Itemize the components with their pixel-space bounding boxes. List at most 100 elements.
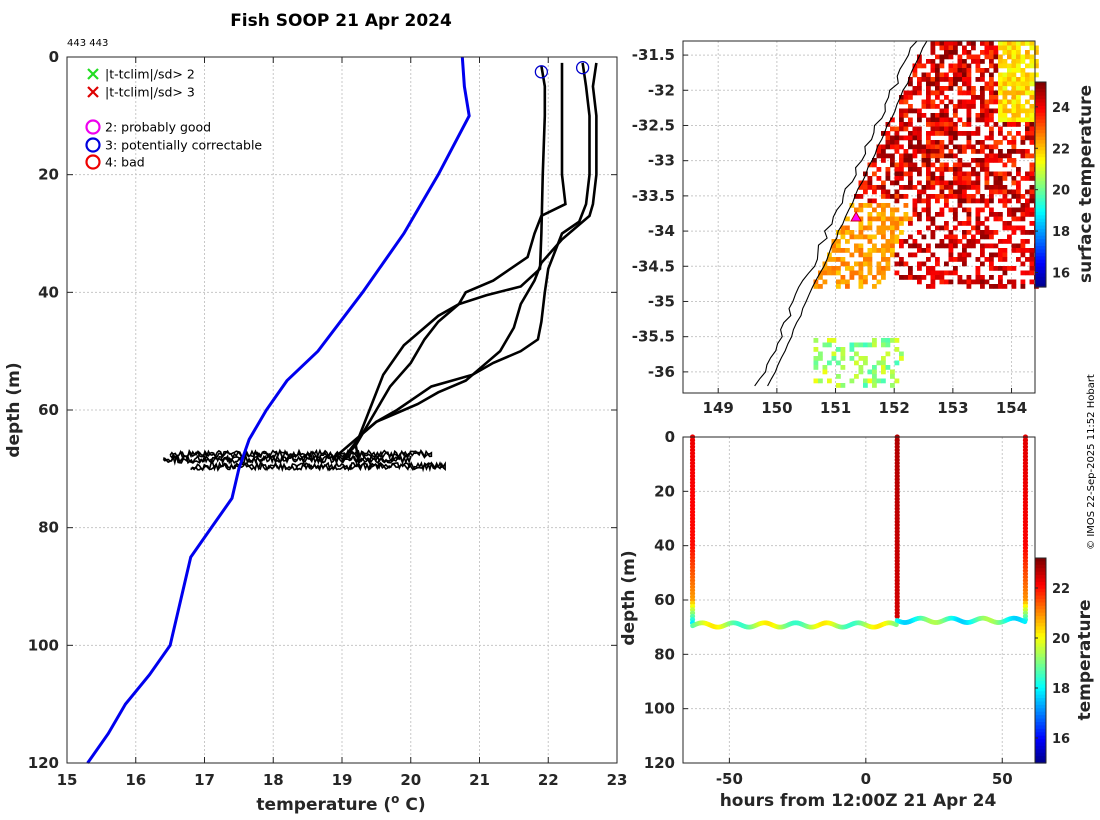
sst-pixel (1007, 45, 1012, 51)
sst-pixel (894, 221, 900, 226)
sst-pixel (966, 113, 972, 118)
sst-pixel (962, 248, 967, 253)
sst-pixel (1020, 108, 1026, 114)
sst-pixel (885, 338, 891, 343)
sst-pixel (939, 122, 945, 127)
sst-pixel (948, 63, 954, 69)
sst-pixel (908, 81, 913, 87)
sst-pixel (912, 131, 918, 136)
sst-pixel (989, 185, 994, 190)
colorbar-swatch (1035, 592, 1046, 597)
sst-pixel (944, 270, 949, 276)
sst-pixel (908, 252, 913, 258)
sst-pixel (858, 207, 864, 213)
sst-pixel (917, 113, 922, 118)
map-lat-tick-label: -34.5 (632, 257, 675, 275)
sst-pixel (966, 41, 972, 46)
sst-pixel (885, 342, 891, 348)
sst-pixel (939, 243, 945, 249)
sst-pixel (953, 126, 958, 132)
sst-pixel (948, 194, 954, 199)
sst-pixel (885, 203, 891, 208)
sst-pixel (908, 266, 913, 271)
sst-pixel (953, 176, 958, 181)
sst-pixel (935, 176, 940, 181)
map-lat-tick-label: -32.5 (632, 116, 675, 134)
sst-pixel (989, 230, 994, 235)
sst-pixel (993, 68, 999, 73)
sst-pixel (1016, 167, 1021, 172)
sst-pixel (957, 176, 963, 181)
colorbar-swatch (1035, 246, 1046, 251)
sst-pixel (957, 279, 963, 285)
sst-pixel (962, 189, 967, 195)
sst-pixel (962, 198, 967, 204)
x-tick-label: 18 (263, 771, 284, 789)
sst-pixel (1020, 72, 1026, 78)
sst-pixel (930, 266, 936, 271)
ship-marker (850, 210, 862, 222)
sst-pixel (863, 275, 868, 280)
colorbar-swatch (1035, 82, 1046, 87)
sst-pixel (993, 189, 999, 195)
sst-pixel (912, 185, 918, 190)
sst-pixel (962, 257, 967, 262)
sst-pixel (989, 63, 994, 69)
sst-pixel (908, 140, 913, 145)
sst-pixel (953, 113, 958, 118)
sst-pixel (831, 356, 837, 361)
sst-pixel (939, 54, 945, 60)
colorbar-swatch (1035, 568, 1046, 573)
sst-pixel (903, 99, 909, 105)
sst-pixel (881, 369, 886, 375)
sst-pixel (921, 77, 927, 82)
sst-pixel (1020, 243, 1026, 249)
sst-pixel (998, 239, 1003, 244)
sst-pixel (944, 72, 949, 78)
colorbar-swatch (1035, 564, 1046, 569)
sst-pixel (921, 248, 927, 253)
sst-pixel (849, 230, 855, 235)
sst-pixel (975, 270, 981, 276)
sst-pixel (912, 207, 918, 213)
sst-pixel (899, 221, 904, 226)
sst-pixel (836, 360, 841, 366)
sst-pixel (1011, 77, 1017, 82)
sst-pixel (930, 162, 936, 168)
ts-y-tick-label: 60 (654, 591, 675, 609)
sst-pixel (930, 216, 936, 222)
sst-pixel (858, 261, 864, 267)
sst-pixel (998, 45, 1003, 51)
sst-pixel (917, 243, 922, 249)
sst-pixel (827, 252, 832, 258)
colorbar-swatch (1035, 208, 1046, 213)
sst-pixel (908, 180, 913, 186)
sst-pixel (881, 234, 886, 240)
sst-pixel (899, 239, 904, 244)
colorbar-swatch (1035, 232, 1046, 237)
sst-pixel (1029, 230, 1035, 235)
colorbar-swatch (1035, 722, 1046, 727)
sst-pixel (930, 176, 936, 181)
xlabel-superscript: o (391, 792, 399, 806)
sst-pixel (930, 90, 936, 96)
sst-pixel (858, 369, 864, 375)
sst-pixel (1007, 140, 1012, 145)
sst-pixel (989, 171, 994, 177)
sst-pixel (980, 248, 985, 253)
sst-pixel (1025, 41, 1030, 46)
colorbar-swatch (1035, 92, 1046, 97)
sst-pixel (908, 117, 913, 123)
sst-pixel (867, 248, 873, 253)
sst-pixel (989, 131, 994, 136)
sst-pixel (1016, 207, 1021, 213)
sst-pixel (930, 99, 936, 105)
colorbar-swatch (1035, 150, 1046, 155)
sst-pixel (1011, 144, 1017, 150)
sst-pixel (930, 180, 936, 186)
sst-pixel (993, 50, 999, 55)
sst-pixel (1029, 140, 1035, 145)
sst-pixel (921, 149, 927, 154)
sst-pixel (876, 144, 882, 150)
sst-pixel (867, 378, 873, 384)
